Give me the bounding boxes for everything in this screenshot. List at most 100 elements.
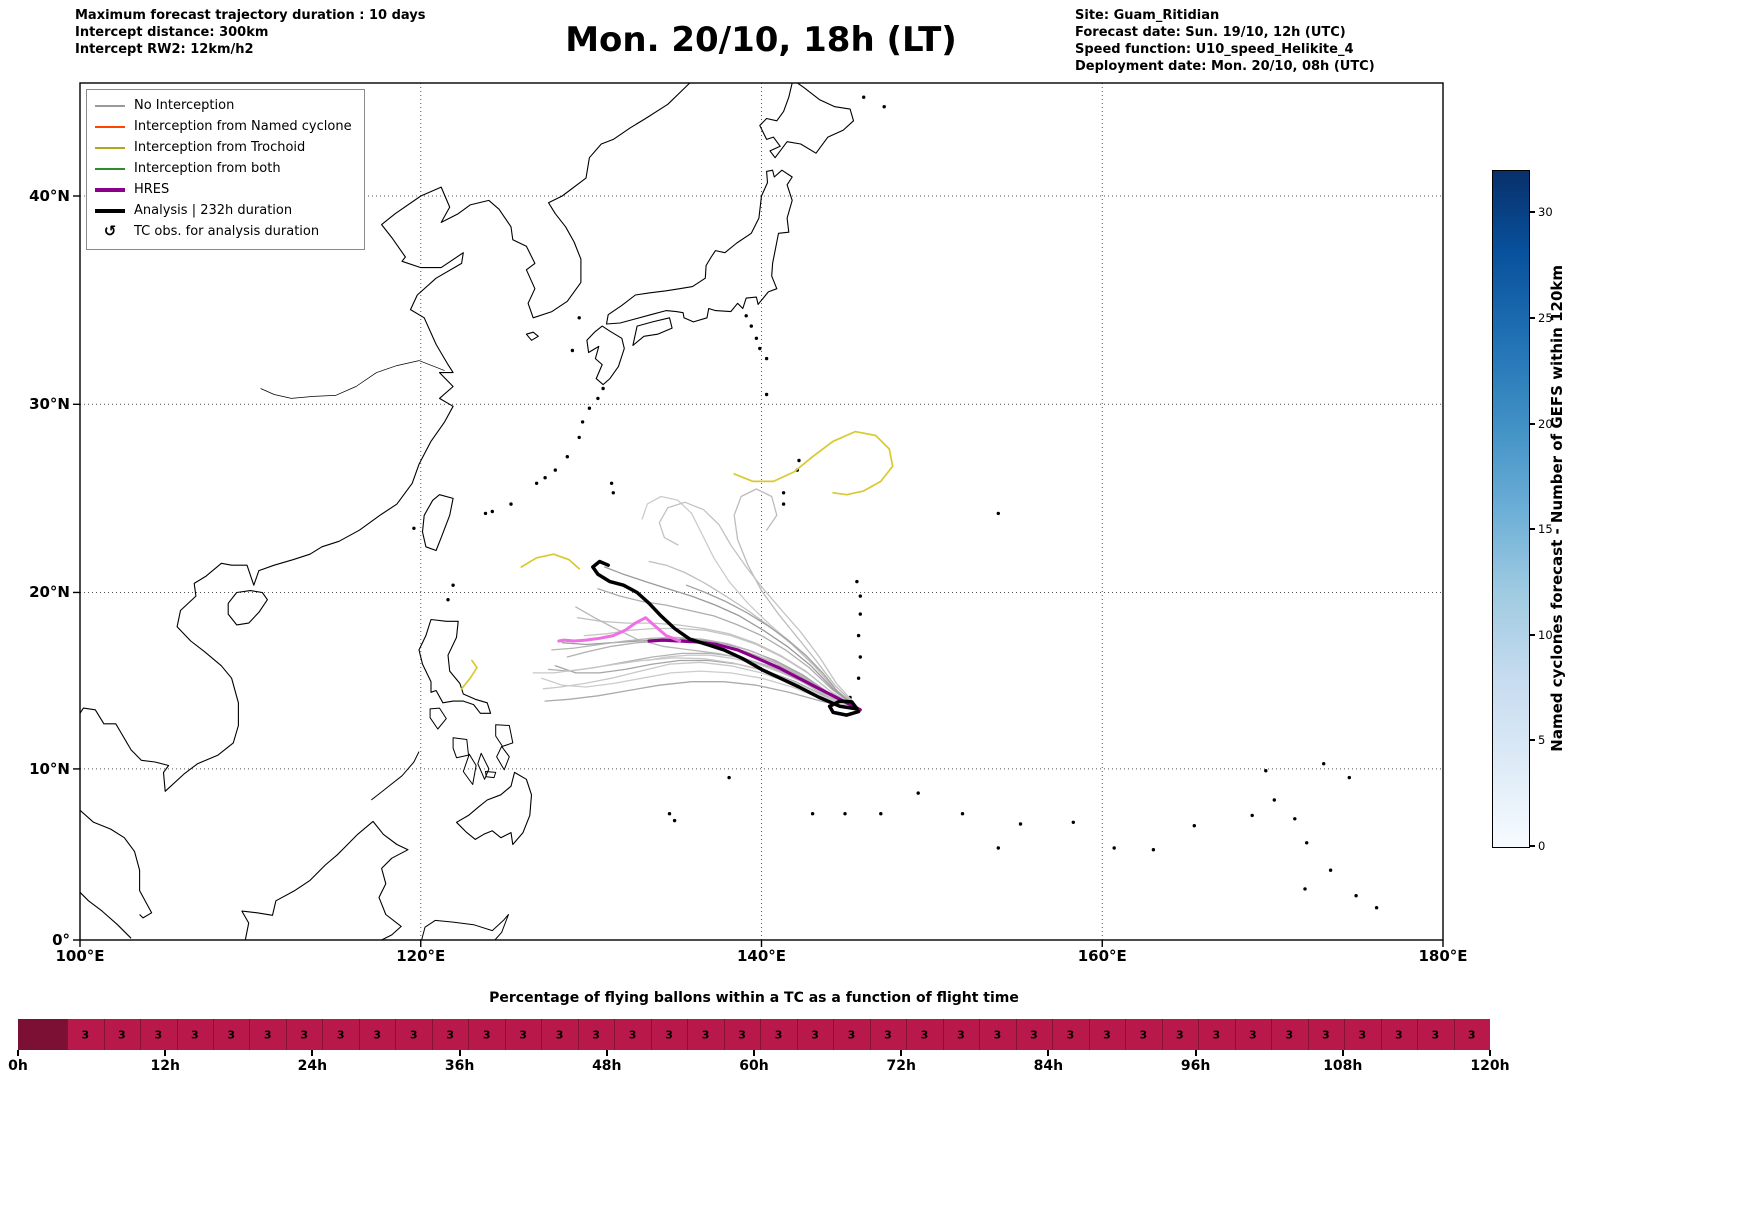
balloon-bar-value: 3	[1358, 1028, 1367, 1041]
legend-line-swatch	[95, 125, 125, 128]
balloon-bar-value: 3	[1139, 1028, 1148, 1041]
island-dot	[758, 346, 762, 351]
hour-tick-mark	[458, 1050, 461, 1056]
island-dot	[1272, 798, 1277, 802]
island-dot	[1112, 846, 1116, 850]
island-dot	[855, 579, 859, 584]
balloon-bar-value: 3	[519, 1028, 527, 1041]
trajectory-ensemble-20	[551, 636, 861, 711]
island-dot	[609, 481, 614, 485]
island-dot	[810, 812, 815, 816]
island-dot	[882, 105, 886, 109]
legend-label: TC obs. for analysis duration	[134, 224, 320, 239]
hour-tick-mark	[1341, 1050, 1344, 1056]
coastline-cebu	[477, 752, 490, 780]
island-dot	[916, 791, 920, 795]
balloon-bar-value: 3	[555, 1028, 564, 1041]
balloon-bar-bin	[760, 1019, 796, 1050]
legend-label: No Interception	[134, 98, 235, 113]
coastline-negros	[462, 753, 477, 785]
balloon-bar-bin	[67, 1019, 103, 1050]
balloon-bar-value: 3	[154, 1028, 163, 1041]
setting-line: Maximum forecast trajectory duration : 1…	[75, 8, 426, 23]
legend-line-swatch	[95, 208, 125, 213]
hour-tick-mark	[900, 1050, 903, 1056]
island-dot	[1250, 813, 1254, 818]
x-tick-label: 180°E	[1418, 947, 1468, 965]
island-dot	[543, 476, 547, 480]
balloon-bar-bin	[395, 1019, 431, 1050]
balloon-bar-value: 3	[117, 1028, 126, 1041]
hour-tick-label: 24h	[297, 1058, 328, 1074]
legend-label: Interception from Trochoid	[134, 140, 306, 155]
balloon-bar-value: 3	[190, 1028, 199, 1041]
trajectory-ensemble-05	[597, 588, 861, 711]
island-dot	[483, 511, 488, 516]
balloon-bar-bin	[322, 1019, 358, 1050]
island-dot	[611, 491, 615, 495]
island-dot	[744, 314, 748, 318]
island-dot	[1018, 822, 1023, 826]
island-dot	[451, 583, 455, 587]
balloon-bar-value: 3	[373, 1028, 382, 1041]
balloon-bar-value: 3	[409, 1028, 418, 1041]
island-dot	[1071, 820, 1076, 824]
colorbar-gradient	[1492, 170, 1530, 848]
legend-line-swatch	[95, 146, 125, 149]
trajectory-trochoid-03	[460, 659, 478, 690]
trajectory-ensemble-17	[658, 501, 861, 711]
balloon-bar-bin	[906, 1019, 942, 1050]
coastline-malay-peninsula	[80, 809, 153, 919]
balloon-bar-value: 3	[1066, 1028, 1075, 1041]
balloon-bar-value: 3	[701, 1028, 710, 1041]
balloon-bar-bin	[687, 1019, 723, 1050]
legend-item: Interception from Trochoid	[95, 137, 352, 158]
coastline-hokkaido	[759, 83, 855, 159]
island-dot	[446, 598, 450, 602]
balloon-bar-bin	[249, 1019, 285, 1050]
island-dot	[601, 386, 605, 391]
balloon-bar-value: 3	[227, 1028, 236, 1041]
island-dot	[1264, 769, 1268, 773]
site-line: Site: Guam_Ritidian	[1075, 8, 1220, 23]
balloon-bar-value: 3	[774, 1028, 783, 1041]
legend-line-swatch	[95, 104, 125, 107]
balloon-bar-value: 3	[482, 1028, 491, 1041]
balloon-bar-bin	[1417, 1019, 1453, 1050]
balloon-bar-value: 3	[1212, 1028, 1221, 1041]
balloon-bar-bin	[541, 1019, 577, 1050]
trajectory-ensemble-16	[575, 606, 861, 711]
balloon-bar-value: 3	[738, 1028, 746, 1041]
balloon-bar-value: 3	[336, 1028, 345, 1041]
coastline-yangtze-river	[260, 360, 445, 399]
balloon-bar-bin	[176, 1019, 213, 1050]
hour-tick-mark	[1047, 1050, 1050, 1056]
balloon-bar-bin	[285, 1019, 322, 1050]
legend-line-swatch	[95, 187, 125, 192]
y-tick-label: 10°N	[29, 759, 70, 778]
trajectory-trochoid-02	[520, 553, 581, 570]
legend-item: Analysis | 232h duration	[95, 200, 352, 221]
balloon-bar-value: 3	[1285, 1028, 1294, 1041]
hour-tick-mark	[311, 1050, 314, 1056]
island-dot	[509, 502, 513, 506]
island-dot	[570, 348, 575, 353]
balloon-bar-bin	[1198, 1019, 1234, 1050]
site-info-block: Site: Guam_Ritidian Forecast date: Sun. …	[1075, 7, 1375, 75]
y-tick-label: 0°	[52, 931, 70, 949]
coastline-jeju	[525, 331, 539, 341]
coastline-samar	[495, 724, 514, 747]
y-tick-label: 40°N	[29, 187, 70, 205]
island-dot	[577, 316, 581, 320]
coastline-asia-mainland	[80, 83, 691, 792]
trajectory-ensemble-06	[641, 495, 861, 711]
coastline-borneo	[241, 820, 409, 940]
legend-line	[95, 104, 125, 107]
trajectory-ensemble-14	[544, 681, 861, 711]
hour-tick-label: 120h	[1470, 1058, 1510, 1074]
island-dot	[577, 435, 581, 440]
island-dot	[862, 95, 866, 99]
balloon-bar-value: 3	[1467, 1028, 1476, 1041]
